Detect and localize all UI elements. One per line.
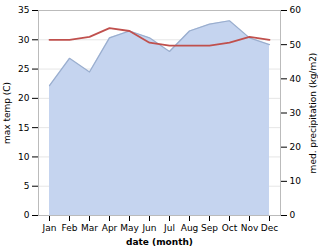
svg-text:35: 35: [18, 5, 29, 15]
svg-text:10: 10: [18, 152, 30, 162]
svg-text:max temp (C): max temp (C): [2, 82, 12, 144]
svg-text:20: 20: [290, 142, 302, 152]
svg-text:60: 60: [290, 5, 302, 15]
svg-text:Nov: Nov: [241, 223, 259, 233]
svg-text:Aug: Aug: [181, 223, 199, 233]
svg-text:date (month): date (month): [126, 237, 193, 247]
svg-text:20: 20: [18, 93, 30, 103]
svg-text:30: 30: [290, 108, 302, 118]
svg-text:15: 15: [18, 123, 29, 133]
svg-text:Feb: Feb: [62, 223, 78, 233]
svg-text:Dec: Dec: [261, 223, 278, 233]
svg-text:50: 50: [290, 40, 302, 50]
svg-text:0: 0: [24, 210, 30, 220]
svg-text:May: May: [120, 223, 139, 233]
svg-text:40: 40: [290, 74, 302, 84]
svg-text:10: 10: [290, 176, 302, 186]
svg-text:25: 25: [18, 64, 29, 74]
svg-text:Jan: Jan: [42, 223, 57, 233]
svg-text:5: 5: [24, 181, 30, 191]
svg-text:Oct: Oct: [222, 223, 238, 233]
svg-text:Apr: Apr: [102, 223, 118, 233]
svg-text:30: 30: [18, 35, 30, 45]
svg-text:0: 0: [290, 210, 296, 220]
svg-text:Jul: Jul: [163, 223, 175, 233]
svg-text:Jun: Jun: [141, 223, 156, 233]
svg-text:Sep: Sep: [201, 223, 218, 233]
svg-text:Mar: Mar: [81, 223, 98, 233]
svg-text:med. precipitation (kg/m2): med. precipitation (kg/m2): [308, 53, 318, 174]
